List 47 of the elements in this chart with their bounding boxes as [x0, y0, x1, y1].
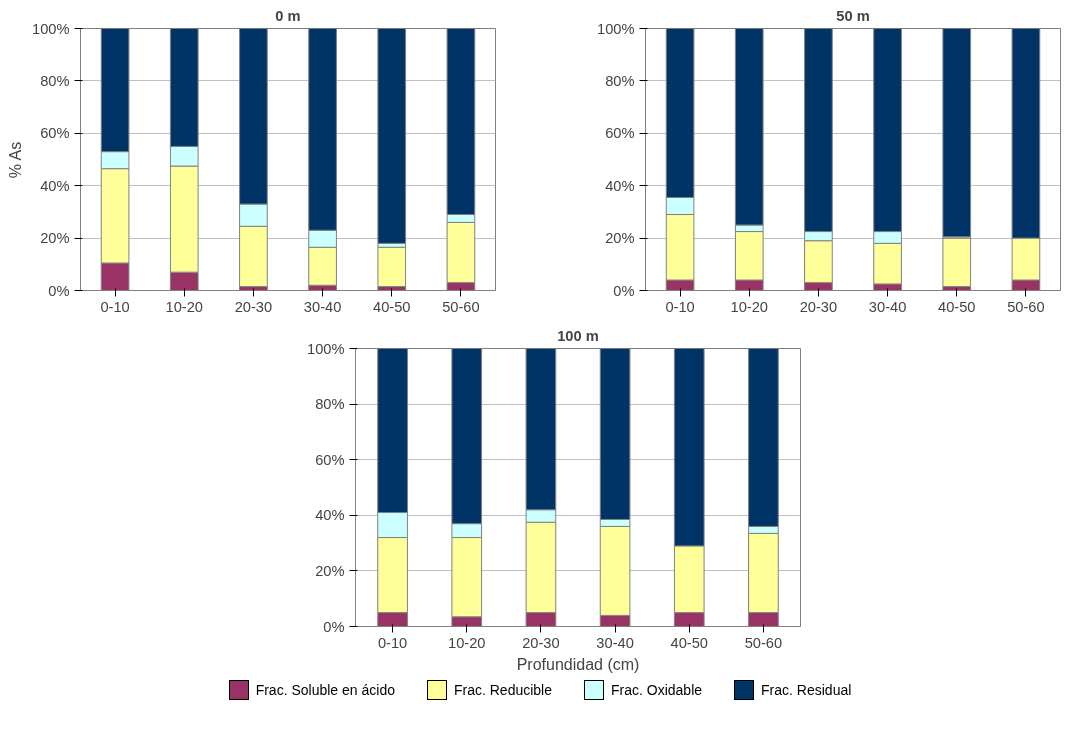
y-tick-label: 20%: [605, 230, 635, 247]
x-tick-label: 20-30: [234, 298, 273, 315]
y-tick-label: 40%: [40, 177, 70, 194]
y-tick-label: 80%: [315, 396, 345, 413]
x-tick-label: 40-50: [938, 298, 976, 315]
y-tick-label: 40%: [315, 507, 345, 524]
y-tick-label: 0%: [323, 618, 345, 635]
y-tick-label: 60%: [315, 451, 345, 468]
chart-title: 50 m: [836, 7, 870, 24]
y-tick-label: 60%: [40, 125, 70, 142]
y-tick-label: 80%: [605, 72, 635, 89]
y-tick-label: 60%: [605, 125, 635, 142]
x-tick-label: 10-20: [448, 634, 486, 651]
x-tick-label: 10-20: [165, 298, 204, 315]
x-tick-label: 0-10: [665, 298, 695, 315]
chart-title: 0 m: [275, 7, 301, 24]
bar: [377, 246, 407, 288]
y-tick-label: 100%: [597, 20, 635, 37]
x-tick-label: 50-60: [744, 634, 783, 651]
y-tick-label: 0%: [613, 282, 635, 299]
legend-label: Frac. Reducible: [453, 681, 553, 700]
x-tick-label: 20-30: [522, 634, 560, 651]
x-tick-label: 0-10: [100, 298, 130, 315]
x-tick-label: 40-50: [373, 298, 411, 315]
x-tick-label: 10-20: [730, 298, 769, 315]
y-tick-label: 80%: [40, 72, 70, 89]
bar: [377, 28, 407, 244]
legend-label: Frac. Residual: [761, 681, 852, 700]
y-tick-label: 100%: [32, 20, 70, 37]
x-tick-label: 50-60: [442, 298, 480, 315]
y-tick-label: 0%: [48, 282, 70, 299]
x-tick-label: 30-40: [303, 298, 342, 315]
x-tick-label: 20-30: [799, 298, 838, 315]
x-axis-title: Profundidad (cm): [516, 655, 640, 673]
x-tick-label: 40-50: [670, 634, 709, 651]
legend-label: Frac. Soluble en ácido: [255, 681, 395, 700]
y-tick-label: 20%: [315, 562, 345, 579]
y-tick-label: 100%: [307, 340, 345, 357]
x-tick-label: 30-40: [868, 298, 907, 315]
chart-title: 100 m: [557, 327, 599, 344]
y-tick-label: 40%: [605, 177, 635, 194]
y-axis-title: % As: [7, 141, 25, 179]
y-tick-label: 20%: [40, 230, 70, 247]
x-tick-label: 50-60: [1007, 298, 1045, 315]
x-tick-label: 30-40: [596, 634, 634, 651]
legend-label: Frac. Oxidable: [611, 681, 703, 700]
x-tick-label: 0-10: [377, 634, 408, 651]
